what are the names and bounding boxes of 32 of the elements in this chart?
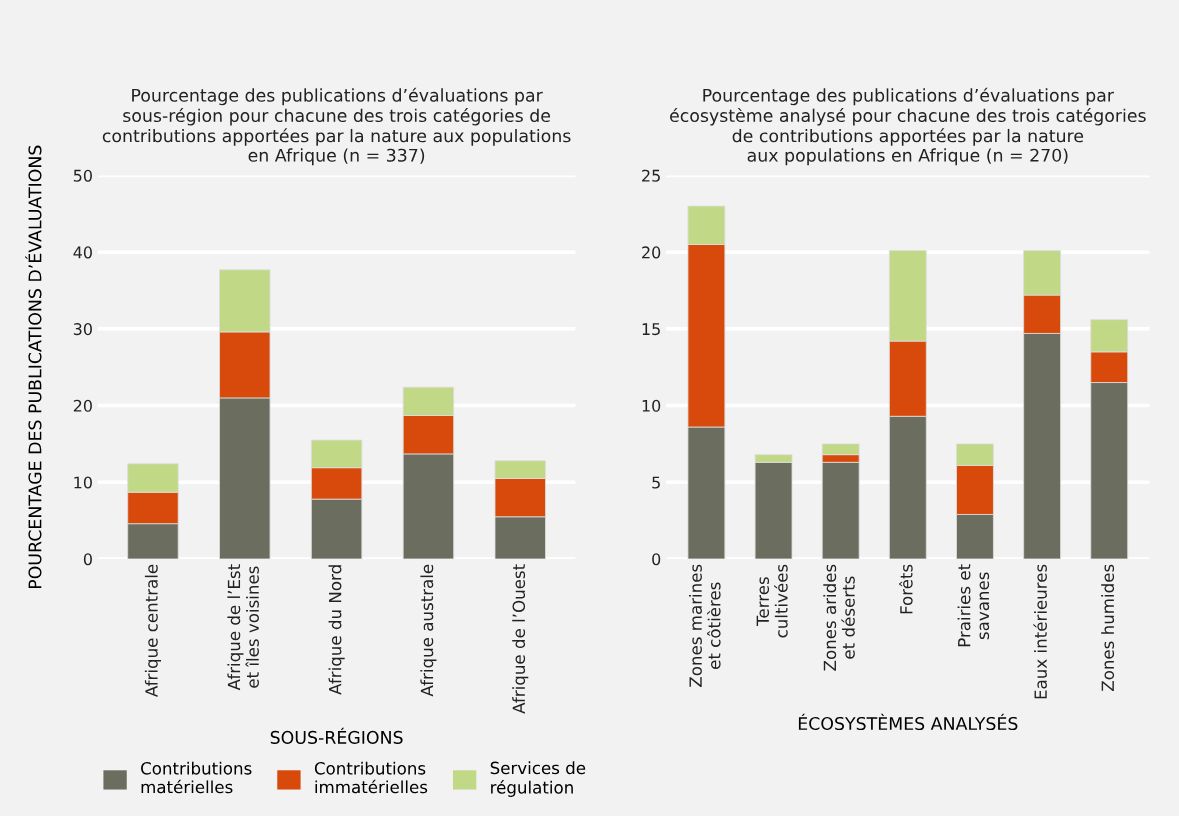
x-tick-label: Zones marines et côtières bbox=[689, 564, 721, 687]
x-tick-label: Afrique australe bbox=[420, 564, 437, 697]
x-tick-label: Forêts bbox=[899, 564, 913, 614]
x-tick-label: Zones humides bbox=[1101, 564, 1115, 691]
y-tick-label: 20 bbox=[73, 399, 92, 412]
x-tick-label: Afrique de l’Ouest bbox=[512, 564, 529, 714]
x-axis-title: SOUS-RÉGIONS bbox=[270, 727, 403, 744]
y-axis-title: POURCENTAGE DES PUBLICATIONS D’ÉVALUATIONS bbox=[25, 145, 42, 589]
legend-label: Services de régulation bbox=[490, 761, 586, 797]
x-axis-title: ÉCOSYSTÈMES ANALYSÉS bbox=[798, 713, 1018, 731]
legend-label: Contributions immatérielles bbox=[314, 761, 428, 794]
x-tick-label: Prairies et savanes bbox=[957, 564, 990, 647]
y-tick-label: 0 bbox=[83, 553, 92, 566]
legend-label: Contributions matérielles bbox=[141, 761, 252, 794]
y-tick-label: 25 bbox=[642, 169, 660, 182]
y-tick-label: 10 bbox=[74, 476, 92, 489]
x-tick-label: Afrique de l’Est et îles voisines bbox=[227, 564, 259, 691]
y-tick-label: 15 bbox=[642, 323, 660, 336]
x-tick-label: Zones arides et déserts bbox=[823, 564, 855, 671]
y-tick-label: 5 bbox=[652, 476, 660, 489]
y-tick-label: 20 bbox=[642, 246, 661, 259]
x-tick-label: Afrique du Nord bbox=[328, 565, 345, 695]
y-tick-label: 30 bbox=[73, 323, 92, 336]
x-tick-label: Terres cultivées bbox=[756, 564, 788, 638]
chart-title: Pourcentage des publications d’évaluations par écosystème analysé pour chacune des trois catégories de contributions apportées par la nature aux populations en Afrique (n = 270) bbox=[670, 87, 1146, 166]
x-tick-label: Eaux intérieures bbox=[1033, 564, 1047, 699]
y-tick-label: 10 bbox=[642, 399, 661, 412]
y-tick-label: 0 bbox=[652, 553, 661, 566]
x-tick-label: Afrique centrale bbox=[144, 564, 162, 697]
chart-title: Pourcentage des publications d’évaluations par sous-région pour chacune des trois catégories de contributions apportées par la nature aux populations en Afrique (n = 337) bbox=[102, 87, 571, 166]
y-tick-label: 50 bbox=[73, 169, 92, 182]
y-tick-label: 40 bbox=[73, 246, 92, 259]
